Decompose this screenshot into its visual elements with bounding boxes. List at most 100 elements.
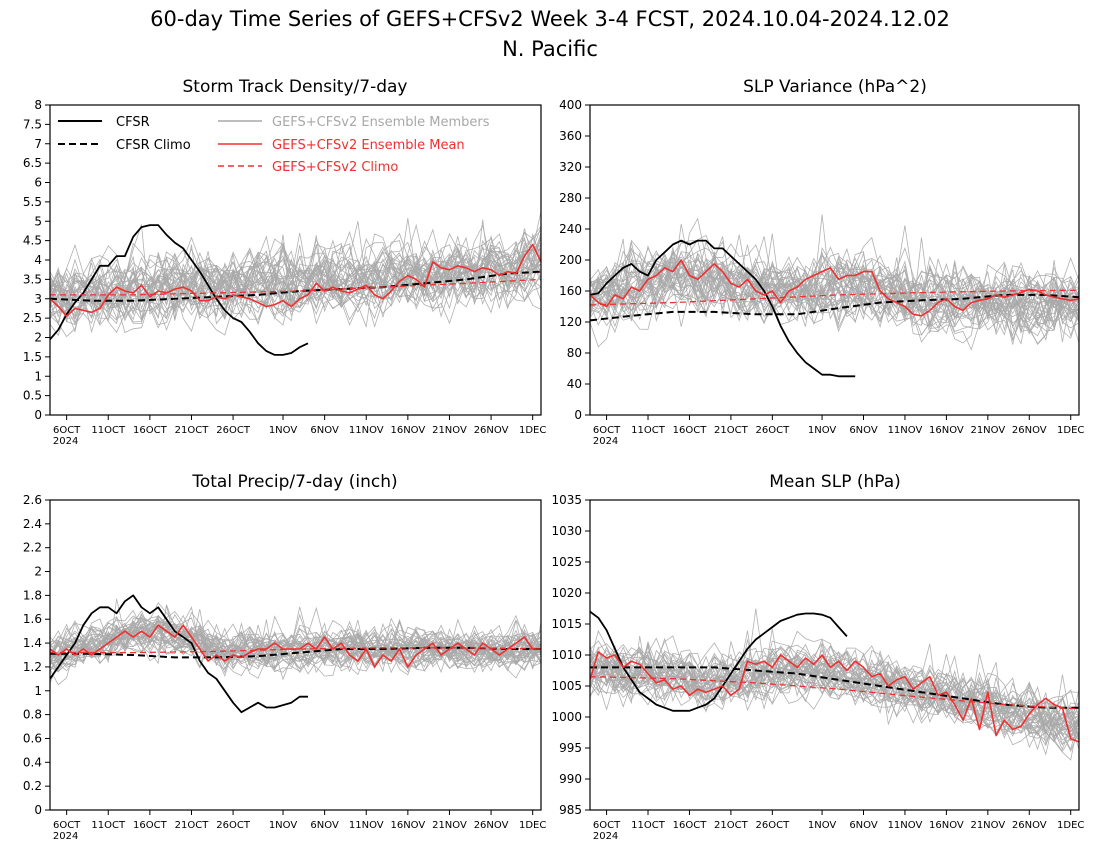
ensemble-member-line: [50, 228, 541, 318]
y-tick-label: 240: [559, 222, 582, 236]
x-tick-label: 11NOV: [349, 820, 384, 831]
x-tick-label: 11OCT: [631, 820, 666, 831]
ensemble-member-line: [50, 249, 541, 317]
y-tick-label: 985: [559, 803, 582, 817]
legend-members-label: GEFS+CFSv2 Ensemble Members: [272, 115, 490, 130]
x-tick-label: 21OCT: [175, 425, 210, 436]
ensemble-member-line: [50, 609, 541, 672]
y-tick-label: 1.2: [23, 660, 42, 674]
total-precip-panel: Total Precip/7-day (inch) 0 0.2 0.4 0.6 0.8 1…: [23, 472, 546, 842]
legend: CFSR CFSR Climo GEFS+CFSv2 Ensemble Memb…: [58, 115, 490, 175]
model-climo-series-line: [50, 278, 541, 296]
y-tick-label: 5: [34, 214, 42, 228]
x-tick-label: 1NOV: [269, 425, 298, 436]
x-tick-label: 11OCT: [91, 425, 126, 436]
x-tick-label: 1DEC: [519, 820, 546, 831]
y-tick-label: 320: [559, 160, 582, 174]
legend-model-climo-label: GEFS+CFSv2 Climo: [272, 160, 398, 175]
ensemble-member-line: [50, 249, 541, 338]
x-tick-label: 6OCT: [53, 820, 81, 831]
model-climo-series-line: [590, 289, 1079, 306]
x-tick-label: 1DEC: [519, 425, 546, 436]
ensemble-member-line: [590, 649, 1079, 741]
x-tick-year-label: 2024: [593, 436, 618, 447]
plot-lines: [50, 211, 541, 356]
cfsr-climo-series-line: [590, 293, 1079, 322]
x-tick-label: 6NOV: [849, 820, 878, 831]
ensemble-member-line: [50, 626, 541, 673]
y-tick-label: 0.5: [23, 389, 42, 403]
panel-title: SLP Variance (hPa^2): [743, 77, 927, 97]
cfsr-series-line: [590, 239, 856, 378]
y-tick-label: 7.5: [23, 117, 42, 131]
ensemble-member-line: [590, 653, 1079, 729]
y-tick-label: 1035: [551, 493, 582, 507]
y-tick-label: 0.4: [23, 755, 42, 769]
x-tick-label: 16NOV: [929, 425, 964, 436]
y-tick-label: 0.2: [23, 779, 42, 793]
storm-track-density-panel: Storm Track Density/7-day 0 0.5 1 1.5 2 2.5 3 3…: [23, 77, 546, 447]
y-tick-label: 2.6: [23, 493, 42, 507]
x-tick-label: 26NOV: [1012, 820, 1047, 831]
x-tick-label: 26OCT: [755, 820, 790, 831]
x-tick-label: 1DEC: [1057, 425, 1084, 436]
y-tick-label: 6.5: [23, 156, 42, 170]
ensemble-member-line: [590, 643, 1079, 738]
y-tick-label: 80: [567, 346, 582, 360]
cfsr-climo-series-line: [590, 666, 1079, 709]
y-tick-label: 360: [559, 129, 582, 143]
cfsr-climo-series-line: [50, 646, 541, 659]
x-tick-year-label: 2024: [593, 831, 618, 842]
mean-series-line: [50, 243, 541, 318]
cfsr-series-line: [590, 610, 848, 712]
x-tick-label: 16OCT: [673, 425, 708, 436]
x-tick-label: 16OCT: [133, 425, 168, 436]
y-tick-label: 0.8: [23, 708, 42, 722]
ensemble-member-line: [590, 630, 1079, 749]
x-tick-label: 1NOV: [269, 820, 298, 831]
ensemble-member-line: [50, 248, 541, 321]
y-tick-label: 2.2: [23, 541, 42, 555]
ensemble-member-line: [590, 259, 1079, 321]
ensemble-member-line: [590, 246, 1079, 324]
ensemble-member-line: [50, 621, 541, 674]
plot-lines: [590, 214, 1079, 378]
y-tick-label: 0: [34, 408, 42, 422]
y-tick-label: 1005: [551, 679, 582, 693]
x-tick-label: 26OCT: [216, 820, 251, 831]
y-tick-label: 1025: [551, 555, 582, 569]
y-tick-label: 2: [34, 565, 42, 579]
y-tick-label: 1.4: [23, 636, 42, 650]
y-tick-label: 990: [559, 772, 582, 786]
y-tick-label: 1.8: [23, 588, 42, 602]
y-tick-label: 1030: [551, 524, 582, 538]
y-tick-label: 1010: [551, 648, 582, 662]
slp-variance-panel: SLP Variance (hPa^2) 0 40 80 120 160 200 240 28…: [559, 77, 1084, 447]
cfsr-series-line: [50, 594, 308, 714]
x-tick-label: 21OCT: [714, 820, 749, 831]
y-tick-label: 3: [34, 292, 42, 306]
y-tick-label: 6: [34, 176, 42, 190]
ensemble-member-line: [590, 217, 1079, 327]
x-tick-label: 1NOV: [808, 820, 837, 831]
x-tick-label: 21NOV: [432, 425, 467, 436]
y-tick-label: 995: [559, 741, 582, 755]
ensemble-member-line: [50, 619, 541, 684]
legend-cfsr-label: CFSR: [116, 115, 150, 130]
x-tick-label: 6NOV: [310, 820, 339, 831]
ensemble-member-line: [50, 619, 541, 672]
x-tick-label: 11NOV: [349, 425, 384, 436]
y-tick-label: 1.6: [23, 612, 42, 626]
ensemble-member-line: [50, 244, 541, 323]
y-tick-label: 8: [34, 98, 42, 112]
y-tick-label: 280: [559, 191, 582, 205]
x-tick-label: 16NOV: [390, 425, 425, 436]
x-tick-label: 16NOV: [929, 820, 964, 831]
y-tick-label: 1: [34, 684, 42, 698]
y-tick-label: 400: [559, 98, 582, 112]
plot-lines: [50, 594, 541, 714]
x-tick-label: 16NOV: [390, 820, 425, 831]
figure-subtitle: N. Pacific: [502, 37, 598, 61]
panel-title: Mean SLP (hPa): [769, 472, 901, 492]
x-tick-label: 26NOV: [474, 425, 509, 436]
